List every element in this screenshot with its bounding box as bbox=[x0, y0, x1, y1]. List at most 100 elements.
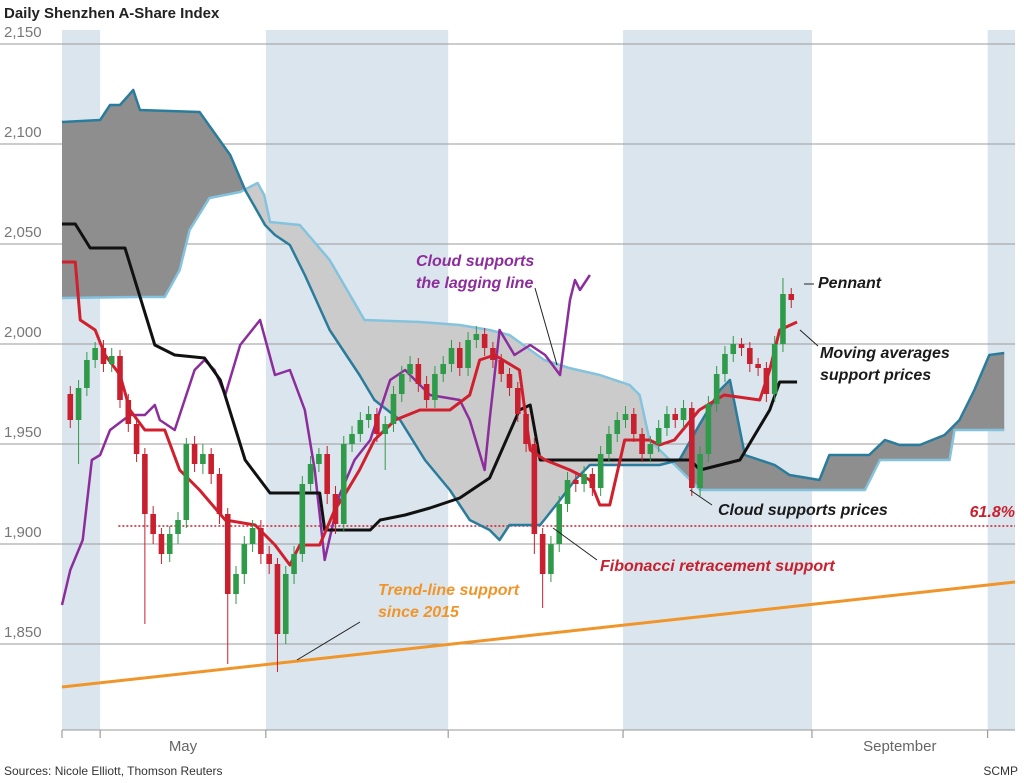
y-tick-label: 2,150 bbox=[4, 24, 42, 41]
candle-body bbox=[639, 434, 645, 454]
candle-body bbox=[680, 408, 687, 420]
candle-body bbox=[398, 374, 405, 394]
candle-body bbox=[738, 344, 745, 348]
y-tick-label: 1,900 bbox=[4, 524, 42, 541]
candle-body bbox=[175, 520, 181, 534]
source-note: Sources: Nicole Elliott, Thomson Reuters bbox=[4, 764, 223, 778]
candle-body bbox=[523, 414, 529, 444]
candle-body bbox=[191, 444, 198, 464]
candle-body bbox=[67, 394, 74, 420]
candle-body bbox=[258, 528, 264, 554]
candle-body bbox=[224, 514, 231, 594]
candle-body bbox=[316, 454, 322, 464]
line-series bbox=[62, 260, 798, 567]
candle-body bbox=[84, 360, 90, 388]
leader-line bbox=[689, 489, 713, 506]
leader-line bbox=[552, 527, 598, 561]
candle-body bbox=[722, 354, 728, 374]
candle-body bbox=[92, 348, 98, 360]
candle-body bbox=[249, 528, 256, 544]
candle-body bbox=[631, 414, 637, 434]
candle-body bbox=[581, 474, 587, 484]
annotation: Trend-line support bbox=[378, 582, 520, 599]
line-series bbox=[61, 580, 1016, 689]
candle-body bbox=[614, 420, 621, 434]
candle-body bbox=[747, 348, 753, 364]
candle-body bbox=[166, 534, 173, 554]
candle-body bbox=[208, 454, 214, 474]
candle-body bbox=[274, 564, 281, 634]
candle-body bbox=[597, 454, 604, 488]
candle-body bbox=[730, 344, 737, 354]
candle-body bbox=[291, 554, 297, 574]
y-tick-label: 1,950 bbox=[4, 424, 42, 441]
annotation: Pennant bbox=[818, 275, 882, 292]
annotation: the lagging line bbox=[416, 275, 533, 292]
candle-body bbox=[655, 428, 662, 444]
candle-body bbox=[788, 294, 795, 300]
candle-body bbox=[216, 474, 223, 514]
candle-body bbox=[183, 444, 190, 520]
credit: SCMP bbox=[983, 764, 1018, 778]
candle-body bbox=[697, 454, 703, 488]
candle-body bbox=[133, 424, 140, 454]
line-series bbox=[60, 274, 591, 606]
candle-body bbox=[266, 554, 272, 564]
annotation: Moving averages bbox=[820, 345, 950, 362]
x-tick-label: May bbox=[169, 738, 198, 755]
annotation: support prices bbox=[820, 367, 931, 384]
candle-body bbox=[548, 544, 554, 574]
annotation: since 2015 bbox=[378, 604, 460, 621]
leader-line bbox=[799, 329, 819, 347]
candle-body bbox=[407, 364, 413, 374]
annotation: Fibonacci retracement support bbox=[600, 558, 835, 575]
candle-body bbox=[125, 400, 132, 424]
candle-body bbox=[490, 348, 496, 360]
candle-body bbox=[390, 394, 397, 424]
candle-body bbox=[382, 424, 388, 434]
candle-body bbox=[307, 464, 314, 484]
candle-body bbox=[755, 364, 761, 368]
candle-body bbox=[763, 368, 770, 394]
candle-body bbox=[705, 404, 712, 454]
candle-body bbox=[473, 334, 480, 340]
candle-body bbox=[647, 444, 654, 454]
y-tick-label: 2,050 bbox=[4, 224, 42, 241]
candle-body bbox=[780, 294, 786, 344]
candle-body bbox=[374, 414, 380, 434]
candle-body bbox=[514, 388, 521, 414]
cloud-fill bbox=[62, 90, 246, 298]
candle-body bbox=[564, 480, 571, 504]
candle-body bbox=[349, 434, 355, 444]
candle-body bbox=[622, 414, 629, 420]
candle-body bbox=[423, 384, 430, 400]
candle-body bbox=[100, 348, 107, 364]
leader-line bbox=[296, 621, 361, 661]
y-tick-label: 1,850 bbox=[4, 624, 42, 641]
candle-body bbox=[324, 454, 330, 494]
candle-body bbox=[332, 494, 339, 524]
y-tick-label: 2,100 bbox=[4, 124, 42, 141]
candle-body bbox=[142, 454, 148, 514]
candle-body bbox=[498, 360, 505, 374]
candle-body bbox=[415, 364, 422, 384]
candle-body bbox=[241, 544, 248, 574]
candle-body bbox=[340, 444, 347, 524]
reference-label: 61.8% bbox=[970, 504, 1015, 521]
candle-body bbox=[506, 374, 513, 388]
candle-body bbox=[589, 474, 596, 488]
candle-body bbox=[365, 414, 372, 420]
candle-body bbox=[572, 480, 579, 484]
candle-body bbox=[481, 334, 488, 348]
candle-body bbox=[150, 514, 156, 534]
candle-body bbox=[771, 344, 778, 394]
annotation: Cloud supports bbox=[416, 253, 534, 270]
annotation: Cloud supports prices bbox=[718, 502, 888, 519]
candle-body bbox=[539, 534, 546, 574]
chart-title: Daily Shenzhen A-Share Index bbox=[4, 5, 220, 22]
candle-body bbox=[531, 444, 538, 534]
candle-body bbox=[117, 356, 123, 400]
candle-body bbox=[357, 420, 364, 434]
candle-body bbox=[713, 374, 720, 404]
